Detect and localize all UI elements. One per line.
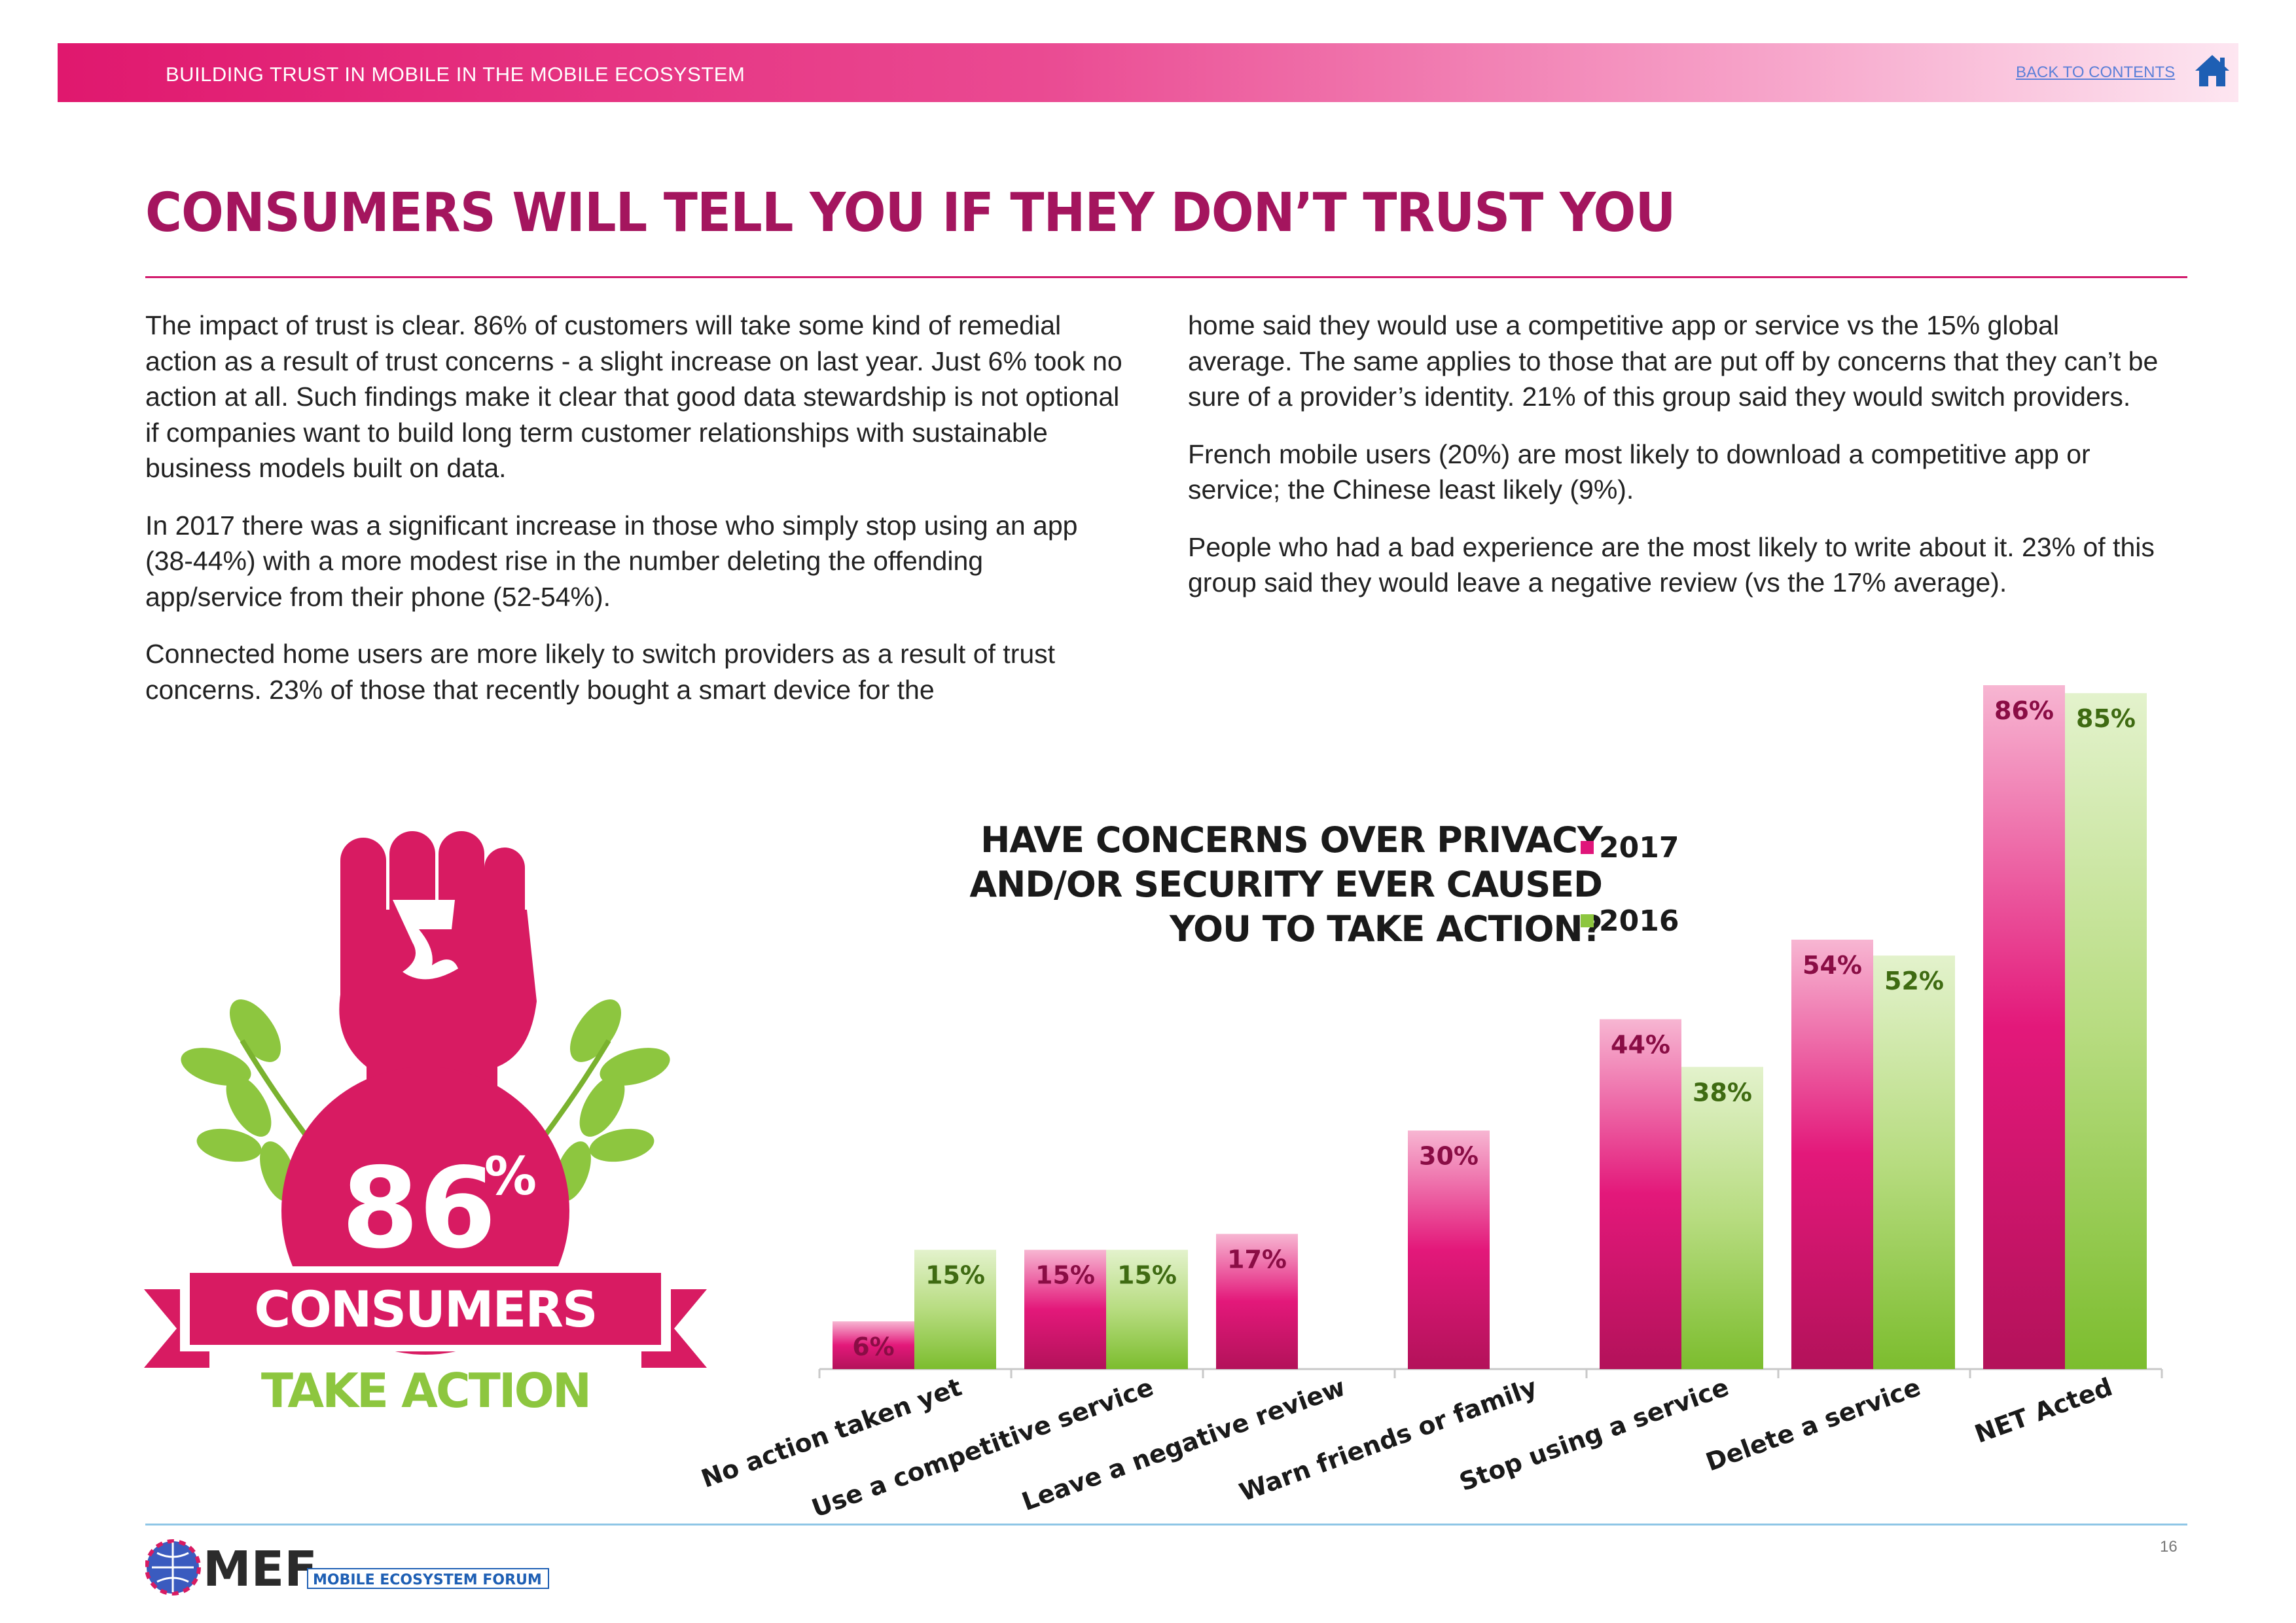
legend-item-2017: 2017 <box>1581 828 1679 867</box>
mef-logo: MEF MOBILE ECOSYSTEM FORUM <box>145 1539 549 1597</box>
data-label: 86% <box>1994 696 2054 725</box>
badge-percent: 86 <box>342 1144 497 1274</box>
badge-line1: CONSUMERS <box>254 1280 596 1338</box>
data-label: 15% <box>925 1261 985 1290</box>
laurel-left-icon <box>181 999 336 1202</box>
paragraph: home said they would use a competitive a… <box>1188 310 2159 412</box>
bar-2017-5 <box>1791 939 1873 1369</box>
data-label: 17% <box>1227 1245 1287 1274</box>
legend-swatch-2017 <box>1581 841 1594 854</box>
left-column: The impact of trust is clear. 86% of cus… <box>145 308 1127 729</box>
bar-2017-0 <box>833 1321 914 1369</box>
data-label: 30% <box>1419 1141 1479 1170</box>
badge-line2: TAKE ACTION <box>261 1363 590 1418</box>
bar-2016-6 <box>2065 693 2147 1369</box>
bar-2017-1 <box>1024 1249 1106 1369</box>
category-label: Delete a service <box>1702 1372 1924 1476</box>
chart-title-line: HAVE CONCERNS OVER PRIVACY <box>980 819 1603 861</box>
paragraph: Connected home users are more likely to … <box>145 639 1056 705</box>
bar-2017-4 <box>1600 1019 1681 1369</box>
back-to-contents-link[interactable]: BACK TO CONTENTS <box>2016 63 2176 81</box>
bar-2016-5 <box>1873 955 1955 1369</box>
chart-title-line: AND/OR SECURITY EVER CAUSED <box>969 864 1603 905</box>
header-band <box>58 43 2238 102</box>
paragraph: French mobile users (20%) are most likel… <box>1188 438 2090 505</box>
data-label: 44% <box>1611 1030 1670 1059</box>
category-label: NET Acted <box>1971 1372 2116 1449</box>
paragraph: The impact of trust is clear. 86% of cus… <box>145 310 1122 483</box>
data-label: 15% <box>1117 1261 1177 1290</box>
legend-label: 2016 <box>1599 904 1679 938</box>
data-label: 85% <box>2076 704 2136 733</box>
take-action-badge: 86 % CONSUMERS TAKE ACTION <box>144 831 707 1418</box>
bar-2017-3 <box>1408 1130 1490 1369</box>
bar-2016-1 <box>1106 1249 1188 1369</box>
data-label: 52% <box>1884 967 1944 995</box>
paragraph: In 2017 there was a significant increase… <box>145 510 1078 612</box>
legend-swatch-2016 <box>1581 914 1594 927</box>
data-label: 38% <box>1693 1078 1752 1107</box>
chart-title: HAVE CONCERNS OVER PRIVACY AND/OR SECURI… <box>969 818 1603 952</box>
legend-item-2016: 2016 <box>1581 901 1679 940</box>
page-number: 16 <box>2160 1538 2178 1556</box>
legend-label: 2017 <box>1599 830 1679 865</box>
badge-percent-sign: % <box>484 1146 537 1207</box>
header-title: BUILDING TRUST IN MOBILE IN THE MOBILE E… <box>166 63 745 86</box>
category-label: Use a competitive service <box>808 1372 1157 1523</box>
ribbon-band <box>190 1273 661 1345</box>
data-label: 6% <box>852 1332 895 1361</box>
title-divider <box>145 276 2187 278</box>
data-label: 15% <box>1035 1261 1095 1290</box>
paragraph: People who had a bad experience are the … <box>1188 531 2155 598</box>
bar-2016-4 <box>1681 1067 1763 1369</box>
chart-title-line: YOU TO TAKE ACTION? <box>1169 908 1603 950</box>
home-icon[interactable] <box>2193 52 2232 89</box>
logo-text: MEF <box>203 1541 317 1597</box>
category-label: Leave a negative review <box>1018 1372 1349 1516</box>
logo-subtitle: MOBILE ECOSYSTEM FORUM <box>313 1572 542 1588</box>
thumb-detail <box>393 900 458 980</box>
bar-2017-6 <box>1983 685 2065 1369</box>
page-title: CONSUMERS WILL TELL YOU IF THEY DON’T TR… <box>145 182 1676 244</box>
bar-2017-2 <box>1216 1234 1298 1369</box>
bar-2016-0 <box>914 1249 996 1369</box>
chart-legend: 2017 2016 <box>1581 828 1679 974</box>
data-label: 54% <box>1803 951 1862 980</box>
right-column: home said they would use a competitive a… <box>1188 308 2170 622</box>
footer-divider <box>145 1524 2187 1525</box>
category-label: Warn friends or family <box>1236 1372 1541 1507</box>
